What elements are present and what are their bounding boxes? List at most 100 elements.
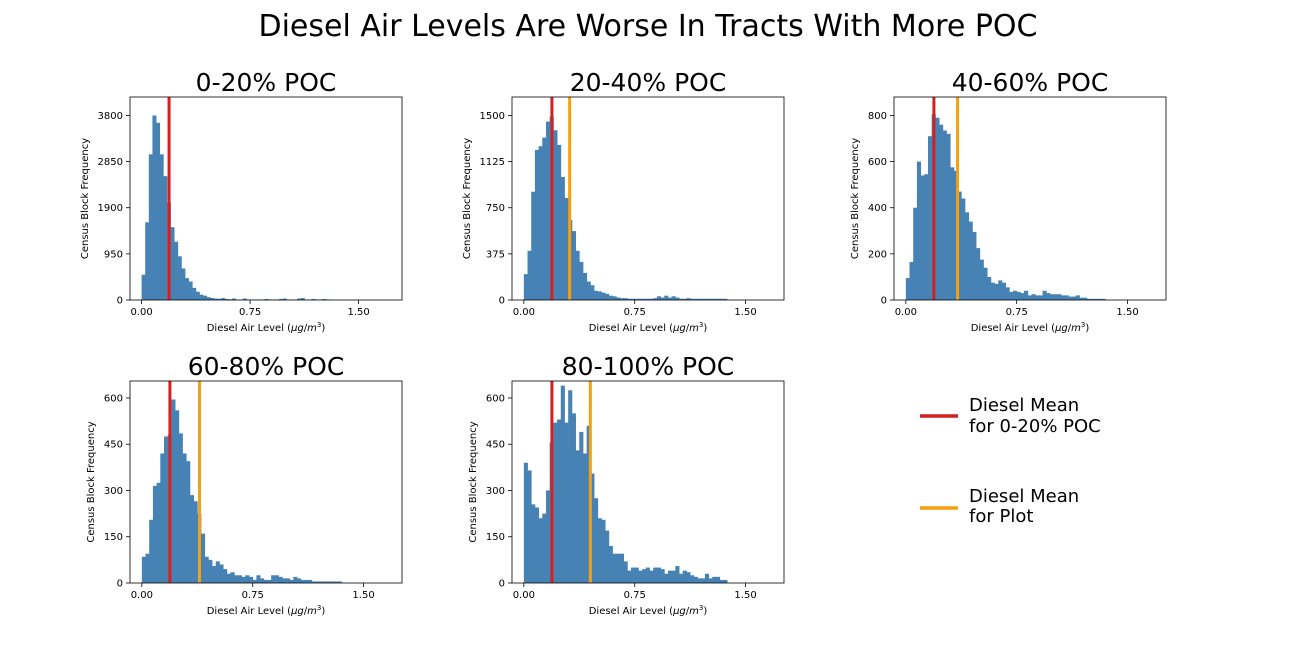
histogram-bar (697, 578, 702, 583)
histogram-bar (679, 573, 684, 583)
x-tick-label: 0.00 (130, 307, 152, 318)
histogram-bar (571, 231, 576, 300)
histogram-bar (701, 578, 706, 583)
histogram-bar (178, 433, 183, 583)
histogram-bar (693, 298, 698, 300)
histogram-bar (634, 567, 639, 583)
panel-80-100pct-poc: 80-100% POC 0.00 0.75 1.50 0 150 300 450 600 Dies… (468, 352, 785, 617)
histogram-bar (942, 130, 947, 300)
histogram-bar (905, 278, 910, 300)
histogram-bar (590, 285, 595, 300)
histogram-bar (188, 281, 193, 300)
histogram-bar (994, 283, 999, 300)
histogram-bar (164, 436, 169, 583)
histogram-bar (708, 298, 713, 300)
panel-title: 60-80% POC (188, 352, 345, 381)
histogram-bar (608, 295, 613, 300)
x-tick-label: 0.75 (239, 307, 261, 318)
histogram-bar (586, 281, 591, 300)
histogram-bar (282, 578, 287, 583)
histogram-bar (686, 298, 691, 300)
histogram-bar (527, 250, 532, 300)
histogram-bar (200, 533, 206, 583)
histogram-bar (264, 299, 269, 300)
histogram-bar (289, 579, 294, 583)
histogram-bar (605, 293, 610, 300)
histogram-bar (182, 453, 187, 583)
histogram-bar (682, 298, 687, 300)
histogram-bar (1057, 294, 1062, 300)
y-axis-label: Census Block Frequency (468, 421, 479, 542)
histogram-bar (916, 161, 922, 300)
histogram-bar (223, 569, 228, 583)
histogram-bar (252, 579, 257, 583)
histogram-bar (909, 261, 914, 300)
y-axis-label: Census Block Frequency (86, 421, 97, 542)
histogram-bar (319, 581, 324, 583)
histogram-bar (221, 298, 226, 300)
y-tick-label: 1500 (480, 111, 505, 122)
histogram-bar (232, 298, 237, 300)
histogram-bar (230, 572, 235, 583)
histogram-bar (553, 130, 558, 300)
histogram-bar (983, 267, 988, 300)
histogram-bar (234, 575, 239, 583)
histogram-bar (1053, 294, 1058, 300)
histogram-bar (242, 298, 247, 300)
histogram-bar (1083, 297, 1088, 300)
histogram-bar (175, 410, 180, 583)
histogram-bar (206, 297, 211, 300)
histogram-bar (1001, 282, 1007, 300)
histogram-bar (961, 198, 966, 300)
histogram-bar (953, 170, 958, 300)
histogram-bar (712, 576, 717, 583)
histogram-bar (645, 567, 650, 583)
y-tick-label: 375 (486, 249, 505, 260)
histogram-bar (1024, 290, 1029, 300)
histogram-bar (1090, 298, 1095, 300)
histogram-bar (538, 146, 543, 300)
histogram-bar (177, 256, 182, 300)
histogram-bar (708, 578, 713, 583)
histogram-bar (627, 570, 632, 583)
histogram-bar (1068, 296, 1073, 300)
histogram-bar (723, 298, 728, 300)
y-tick-label: 1125 (480, 157, 505, 168)
histogram-bar (1079, 297, 1084, 300)
y-tick-label: 1900 (98, 203, 123, 214)
histogram-bar (616, 297, 621, 300)
histogram-bar (1020, 293, 1025, 300)
histogram-bar (671, 570, 676, 583)
panel-40-60pct-poc: 40-60% POC 0.00 0.75 1.50 0 200 400 600 800 Diese… (850, 68, 1167, 334)
histogram-bar (326, 581, 331, 583)
plot-frame (511, 380, 785, 584)
histogram-bar (542, 513, 547, 583)
y-tick-label: 0 (117, 579, 123, 590)
histogram-bar (560, 176, 565, 300)
histogram-bar (601, 519, 606, 583)
x-tick-label: 1.50 (734, 307, 756, 318)
histogram-bar (213, 298, 218, 300)
histogram-bar (152, 115, 157, 300)
histogram-bar (1075, 295, 1080, 300)
histogram-bar (215, 561, 220, 583)
histogram-bar (282, 298, 287, 300)
histogram-bar (322, 299, 327, 300)
histogram-bar (1086, 298, 1092, 300)
histogram-bar (330, 581, 335, 583)
figure-title: Diesel Air Levels Are Worse In Tracts Wi… (258, 9, 1037, 44)
histogram-bar (145, 553, 150, 583)
histogram-bar (152, 485, 158, 583)
histogram-bar (634, 298, 639, 300)
histogram-bar (1046, 293, 1051, 300)
histogram-bar (1005, 287, 1010, 300)
histogram-bar (297, 298, 302, 300)
histogram-bar (946, 133, 951, 300)
histogram-bar (653, 298, 658, 300)
y-tick-label: 950 (104, 249, 123, 260)
histogram-bar (195, 291, 200, 300)
histogram-bar (141, 556, 146, 583)
histogram-bar (210, 298, 215, 300)
histogram-bar (608, 545, 613, 583)
